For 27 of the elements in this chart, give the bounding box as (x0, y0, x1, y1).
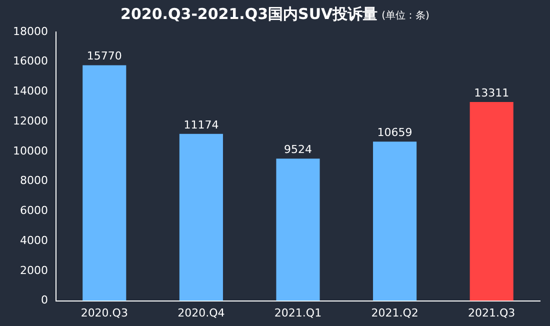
bar (276, 158, 320, 301)
y-tick-label: 12000 (12, 114, 48, 128)
data-label: 13311 (474, 86, 510, 100)
y-tick-label: 14000 (12, 84, 48, 98)
y-tick-label: 18000 (12, 24, 48, 38)
y-tick-label: 8000 (20, 174, 48, 188)
bar (82, 65, 126, 301)
x-tick-label: 2021.Q3 (468, 306, 516, 320)
y-tick-label: 2000 (20, 264, 48, 277)
x-tick-label: 2020.Q4 (178, 306, 225, 320)
x-tick-label: 2021.Q2 (371, 306, 418, 320)
y-tick-label: 4000 (20, 234, 48, 247)
data-label: 15770 (86, 50, 122, 63)
data-label: 10659 (377, 126, 412, 139)
chart-title: 2020.Q3-2021.Q3国内SUV投诉量 (120, 4, 378, 23)
data-label: 9524 (284, 142, 312, 156)
x-tick-label: 2021.Q1 (274, 306, 322, 320)
bar (179, 134, 223, 301)
y-tick-label: 6000 (20, 204, 48, 218)
y-tick-label: 10000 (12, 144, 48, 158)
data-label: 11174 (184, 118, 219, 132)
bar (373, 142, 417, 301)
bar (470, 102, 514, 301)
y-tick-label: 16000 (12, 54, 48, 68)
x-tick-label: 2020.Q3 (80, 306, 128, 320)
y-tick-label: 0 (40, 294, 48, 307)
chart-subtitle: (单位：条) (382, 10, 430, 22)
